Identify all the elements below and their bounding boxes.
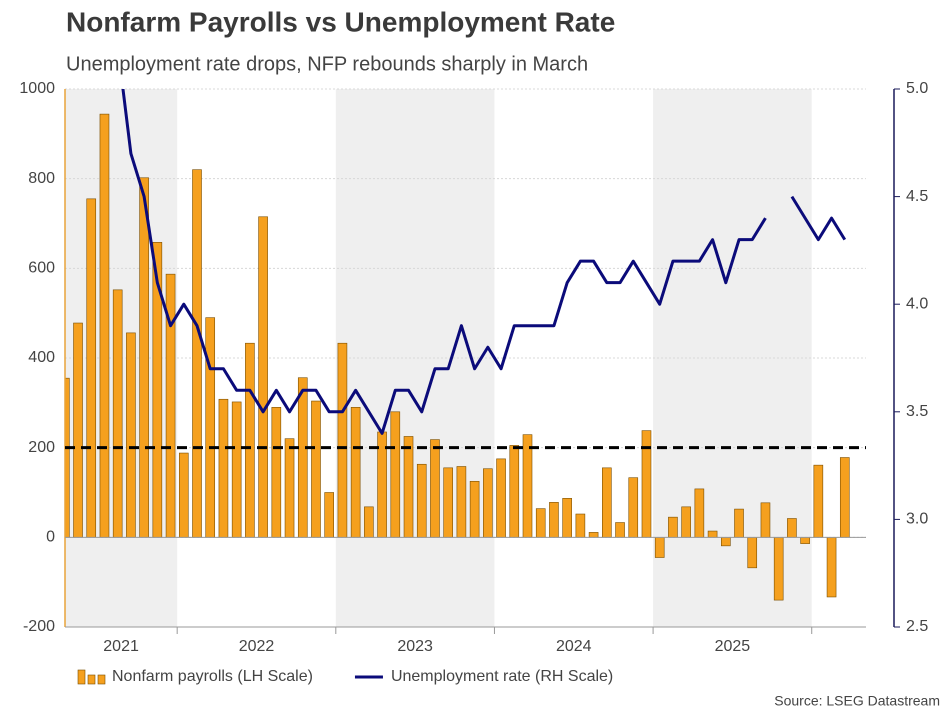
chart-subtitle: Unemployment rate drops, NFP rebounds sh…	[66, 53, 588, 75]
bar	[416, 463, 427, 538]
chart-title: Nonfarm Payrolls vs Unemployment Rate	[66, 6, 615, 37]
bar	[390, 411, 401, 538]
bar	[800, 537, 810, 544]
bar	[496, 458, 506, 538]
bar	[364, 506, 374, 538]
y2-tick-label: 2.5	[906, 618, 928, 635]
bar	[65, 377, 70, 538]
bar	[205, 317, 216, 538]
bar	[720, 537, 731, 547]
bar	[258, 216, 268, 538]
bar	[694, 488, 705, 538]
bar	[218, 398, 229, 538]
bar	[747, 537, 758, 569]
legend-swatch	[77, 669, 86, 685]
bar	[615, 522, 625, 538]
bar	[192, 169, 202, 538]
bar	[588, 532, 599, 538]
bar	[284, 438, 295, 538]
bar	[297, 377, 308, 538]
y-tick-label: 0	[46, 529, 55, 546]
bar	[575, 513, 586, 538]
bar	[231, 401, 242, 538]
bar	[522, 434, 533, 538]
y2-tick-label: 5.0	[906, 80, 928, 97]
bar	[112, 289, 123, 538]
x-tick-label: 2021	[103, 638, 139, 655]
bar	[760, 502, 771, 538]
bar	[126, 332, 136, 538]
bar	[483, 468, 493, 538]
legend-label: Unemployment rate (RH Scale)	[391, 668, 613, 685]
legend-swatch	[97, 674, 106, 685]
bar	[99, 113, 110, 538]
bar	[839, 457, 850, 538]
bar	[549, 502, 559, 538]
bar	[509, 445, 520, 538]
bar	[602, 467, 612, 538]
y2-tick-label: 3.5	[906, 403, 928, 420]
bar	[562, 498, 572, 538]
y-tick-label: 800	[28, 170, 55, 187]
background	[65, 88, 866, 628]
bar	[139, 177, 149, 538]
y2-tick-label: 3.0	[906, 511, 928, 528]
bar	[628, 477, 639, 538]
y2-tick-label: 4.5	[906, 188, 928, 205]
bar	[813, 464, 824, 538]
y-tick-label: 200	[28, 439, 55, 456]
y-tick-label: 600	[28, 260, 55, 277]
y-tick-label: -200	[23, 618, 55, 635]
legend-label: Nonfarm payrolls (LH Scale)	[112, 668, 313, 685]
bar	[734, 508, 744, 538]
bar	[337, 342, 348, 538]
bar	[681, 506, 691, 538]
bar	[350, 407, 361, 538]
bar	[271, 407, 282, 538]
axes: -200 0 200 400 600 800 1000 2.5 3.0 3.5 4.0 4.5 5.0 2…	[19, 80, 928, 685]
legend-swatch	[87, 674, 96, 685]
x-tick-label: 2024	[556, 638, 592, 655]
bar	[787, 518, 797, 538]
y-tick-label: 400	[28, 349, 55, 366]
x-tick-label: 2025	[715, 638, 751, 655]
bar	[245, 342, 255, 538]
bar	[469, 480, 480, 538]
source: Source: LSEG Datastream	[774, 693, 940, 709]
x-tick-label: 2023	[397, 638, 433, 655]
bar	[73, 322, 83, 538]
year-shade	[653, 89, 812, 627]
bar	[403, 436, 414, 538]
bar	[178, 452, 189, 538]
bar	[324, 492, 335, 538]
bar	[443, 467, 453, 538]
bar	[86, 198, 97, 538]
bar	[668, 516, 678, 538]
x-tick-label: 2022	[239, 638, 275, 655]
line	[121, 89, 847, 435]
bar	[535, 508, 546, 538]
bar	[826, 537, 837, 598]
bar	[707, 530, 718, 538]
bar	[456, 466, 467, 538]
bar	[654, 537, 665, 558]
bar	[773, 537, 784, 601]
bar	[311, 400, 321, 538]
bar	[430, 439, 440, 538]
y2-tick-label: 4.0	[906, 295, 928, 312]
y-tick-label: 1000	[19, 80, 55, 97]
